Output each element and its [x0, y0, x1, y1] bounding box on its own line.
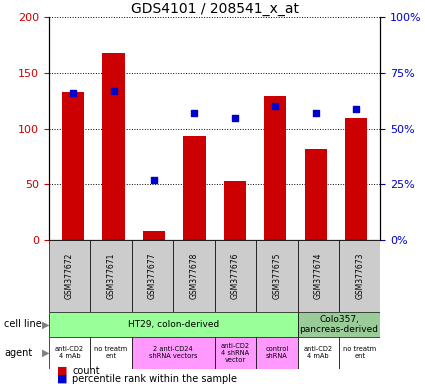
- Point: [312, 110, 319, 116]
- Text: percentile rank within the sample: percentile rank within the sample: [72, 374, 237, 384]
- Bar: [102, 53, 125, 240]
- Text: 2 anti-CD24
shRNA vectors: 2 anti-CD24 shRNA vectors: [149, 346, 198, 359]
- Bar: [49, 240, 90, 312]
- Point: [150, 177, 157, 183]
- Text: ■: ■: [57, 374, 68, 384]
- Text: ▶: ▶: [42, 348, 49, 358]
- Title: GDS4101 / 208541_x_at: GDS4101 / 208541_x_at: [130, 2, 299, 16]
- Text: ■: ■: [57, 366, 68, 376]
- Text: no treatm
ent: no treatm ent: [94, 346, 127, 359]
- Text: GSM377673: GSM377673: [355, 253, 364, 299]
- Point: [110, 88, 117, 94]
- Point: [353, 106, 360, 112]
- Bar: [132, 337, 215, 369]
- Text: anti-CD2
4 mAb: anti-CD2 4 mAb: [303, 346, 333, 359]
- Bar: [215, 337, 256, 369]
- Text: anti-CD2
4 shRNA
vector: anti-CD2 4 shRNA vector: [221, 343, 250, 363]
- Bar: [215, 240, 256, 312]
- Bar: [224, 181, 246, 240]
- Bar: [345, 118, 367, 240]
- Text: Colo357,
pancreas-derived: Colo357, pancreas-derived: [300, 314, 378, 334]
- Bar: [90, 240, 132, 312]
- Bar: [305, 149, 327, 240]
- Bar: [143, 231, 165, 240]
- Text: anti-CD2
4 mAb: anti-CD2 4 mAb: [55, 346, 84, 359]
- Bar: [173, 240, 215, 312]
- Text: no treatm
ent: no treatm ent: [343, 346, 376, 359]
- Text: cell line: cell line: [4, 319, 42, 329]
- Bar: [256, 240, 298, 312]
- Text: agent: agent: [4, 348, 32, 358]
- Text: HT29, colon-derived: HT29, colon-derived: [128, 320, 219, 329]
- Bar: [298, 312, 380, 337]
- Point: [191, 110, 198, 116]
- Text: count: count: [72, 366, 100, 376]
- Bar: [90, 337, 132, 369]
- Text: GSM377672: GSM377672: [65, 253, 74, 299]
- Point: [272, 103, 279, 109]
- Bar: [132, 240, 173, 312]
- Text: GSM377674: GSM377674: [314, 253, 323, 299]
- Bar: [256, 337, 298, 369]
- Bar: [49, 337, 90, 369]
- Text: GSM377676: GSM377676: [231, 253, 240, 299]
- Bar: [183, 136, 206, 240]
- Text: ▶: ▶: [42, 319, 49, 329]
- Point: [232, 114, 238, 121]
- Text: control
shRNA: control shRNA: [265, 346, 289, 359]
- Bar: [298, 337, 339, 369]
- Text: GSM377675: GSM377675: [272, 253, 281, 299]
- Bar: [298, 240, 339, 312]
- Bar: [339, 240, 380, 312]
- Bar: [339, 337, 380, 369]
- Text: GSM377678: GSM377678: [190, 253, 198, 299]
- Bar: [62, 92, 84, 240]
- Bar: [264, 96, 286, 240]
- Point: [70, 90, 76, 96]
- Text: GSM377671: GSM377671: [107, 253, 116, 299]
- Bar: [49, 312, 298, 337]
- Text: GSM377677: GSM377677: [148, 253, 157, 299]
